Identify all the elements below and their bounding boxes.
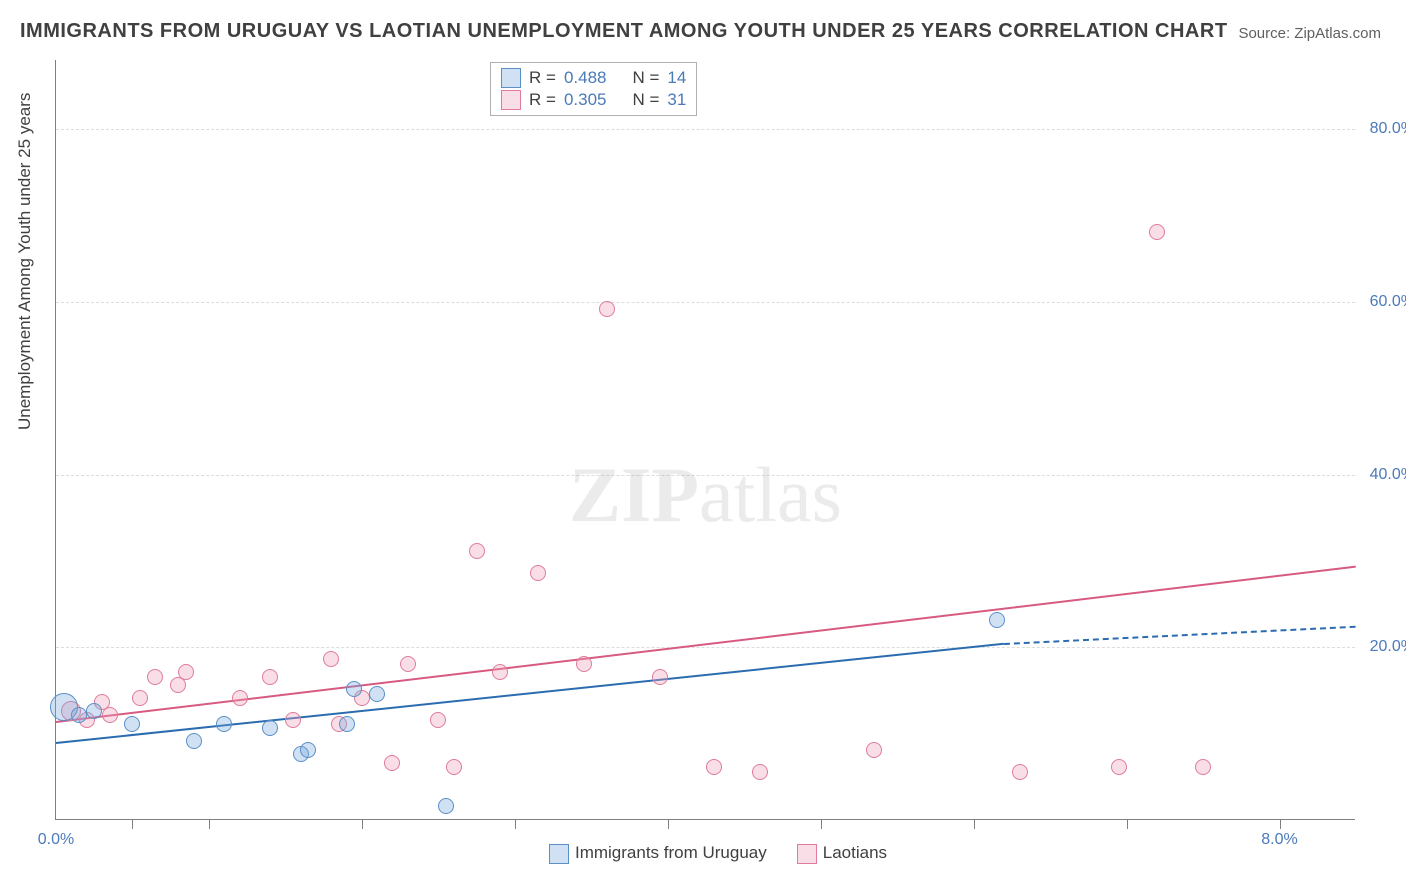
data-point bbox=[262, 720, 278, 736]
chart-container: IMMIGRANTS FROM URUGUAY VS LAOTIAN UNEMP… bbox=[0, 0, 1406, 892]
n-value: 14 bbox=[667, 68, 686, 88]
data-point bbox=[232, 690, 248, 706]
data-point bbox=[216, 716, 232, 732]
x-tick bbox=[209, 819, 210, 829]
legend-stats-row: R = 0.488 N = 14 bbox=[501, 67, 686, 89]
data-point bbox=[262, 669, 278, 685]
legend-stats: R = 0.488 N = 14 R = 0.305 N = 31 bbox=[490, 62, 697, 116]
data-point bbox=[989, 612, 1005, 628]
data-point bbox=[1149, 224, 1165, 240]
watermark-light: atlas bbox=[699, 451, 842, 538]
data-point bbox=[1012, 764, 1028, 780]
y-tick-label: 60.0% bbox=[1370, 293, 1406, 311]
data-point bbox=[102, 707, 118, 723]
legend-swatch bbox=[549, 844, 569, 864]
watermark-bold: ZIP bbox=[569, 451, 699, 538]
data-point bbox=[71, 707, 87, 723]
gridline bbox=[56, 129, 1355, 130]
data-point bbox=[285, 712, 301, 728]
trend-line bbox=[56, 565, 1356, 722]
source-label: Source: ZipAtlas.com bbox=[1238, 25, 1381, 42]
n-label: N = bbox=[632, 68, 659, 88]
n-label: N = bbox=[632, 90, 659, 110]
data-point bbox=[346, 681, 362, 697]
data-point bbox=[384, 755, 400, 771]
legend-stats-row: R = 0.305 N = 31 bbox=[501, 89, 686, 111]
watermark: ZIPatlas bbox=[56, 450, 1355, 540]
data-point bbox=[530, 565, 546, 581]
data-point bbox=[178, 664, 194, 680]
gridline bbox=[56, 647, 1355, 648]
x-tick bbox=[821, 819, 822, 829]
x-tick bbox=[132, 819, 133, 829]
data-point bbox=[339, 716, 355, 732]
trend-line bbox=[56, 643, 1004, 744]
data-point bbox=[186, 733, 202, 749]
gridline bbox=[56, 475, 1355, 476]
data-point bbox=[430, 712, 446, 728]
data-point bbox=[599, 301, 615, 317]
r-value: 0.488 bbox=[564, 68, 607, 88]
plot-area: ZIPatlas 20.0%40.0%60.0%80.0%0.0%8.0% bbox=[55, 60, 1355, 820]
legend-series: Immigrants from Uruguay Laotians bbox=[0, 843, 1406, 864]
legend-swatch bbox=[501, 90, 521, 110]
legend-series-label: Laotians bbox=[823, 843, 887, 862]
data-point bbox=[652, 669, 668, 685]
chart-title: IMMIGRANTS FROM URUGUAY VS LAOTIAN UNEMP… bbox=[20, 20, 1228, 43]
data-point bbox=[400, 656, 416, 672]
n-value: 31 bbox=[667, 90, 686, 110]
r-value: 0.305 bbox=[564, 90, 607, 110]
x-tick bbox=[362, 819, 363, 829]
data-point bbox=[147, 669, 163, 685]
data-point bbox=[124, 716, 140, 732]
y-tick-label: 80.0% bbox=[1370, 120, 1406, 138]
data-point bbox=[86, 703, 102, 719]
x-tick bbox=[668, 819, 669, 829]
r-label: R = bbox=[529, 68, 556, 88]
data-point bbox=[1111, 759, 1127, 775]
trend-line bbox=[1004, 626, 1356, 645]
data-point bbox=[369, 686, 385, 702]
data-point bbox=[132, 690, 148, 706]
data-point bbox=[469, 543, 485, 559]
x-tick bbox=[974, 819, 975, 829]
data-point bbox=[1195, 759, 1211, 775]
legend-swatch bbox=[501, 68, 521, 88]
data-point bbox=[866, 742, 882, 758]
data-point bbox=[492, 664, 508, 680]
y-tick-label: 20.0% bbox=[1370, 638, 1406, 656]
r-label: R = bbox=[529, 90, 556, 110]
data-point bbox=[706, 759, 722, 775]
x-tick bbox=[1280, 819, 1281, 829]
x-tick bbox=[1127, 819, 1128, 829]
data-point bbox=[446, 759, 462, 775]
data-point bbox=[300, 742, 316, 758]
legend-swatch bbox=[797, 844, 817, 864]
legend-series-label: Immigrants from Uruguay bbox=[575, 843, 767, 862]
x-tick bbox=[515, 819, 516, 829]
data-point bbox=[323, 651, 339, 667]
data-point bbox=[438, 798, 454, 814]
y-axis-label: Unemployment Among Youth under 25 years bbox=[15, 93, 35, 430]
gridline bbox=[56, 302, 1355, 303]
data-point bbox=[576, 656, 592, 672]
y-tick-label: 40.0% bbox=[1370, 466, 1406, 484]
data-point bbox=[752, 764, 768, 780]
